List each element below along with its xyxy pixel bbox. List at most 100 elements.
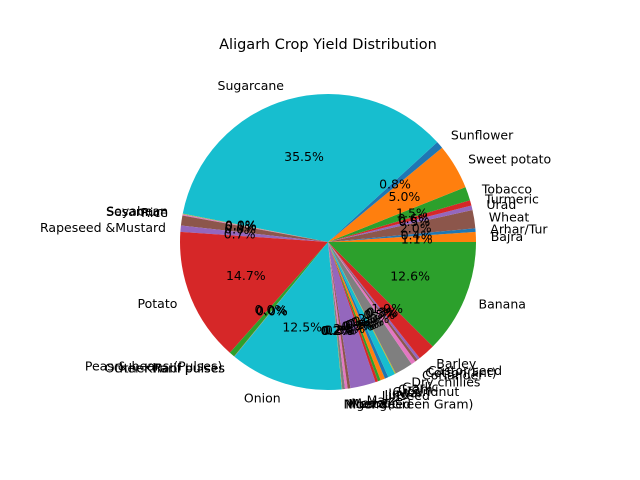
slice-label-rice: Rice <box>141 205 168 220</box>
pct-label-other-rabi-pulses: 0.0% <box>256 303 288 318</box>
pie-slice-jute <box>328 242 381 382</box>
pct-label-niger-seed: 0.2% <box>321 323 353 338</box>
slice-label-groundnut: Groundnut <box>393 384 460 399</box>
pie-slice-other-rabi-pulses <box>234 242 328 357</box>
slice-label-barley: Barley <box>436 356 477 371</box>
pct-label-dry-chillies: 2.0% <box>358 311 390 326</box>
pie-slice-masoor <box>328 242 351 389</box>
slice-label-sunflower: Sunflower <box>451 128 514 143</box>
pie-slice-mesta <box>328 242 348 390</box>
pct-label-sweet-potato: 5.0% <box>389 189 421 204</box>
slice-label-masoor: Masoor <box>351 396 397 411</box>
pie-slice-castor-seed <box>328 242 420 360</box>
slice-label-soyabean: Soyabean <box>106 204 168 219</box>
slice-label-rapeseed-mustard: Rapeseed &Mustard <box>40 220 166 235</box>
pie-slice-potato <box>180 231 328 353</box>
pct-label-arhar-tur: 0.4% <box>401 227 433 242</box>
pct-label-tobacco: 1.5% <box>396 206 428 221</box>
slice-label-peas-beans-pulses: Peas & beans (Pulses) <box>85 358 223 373</box>
pie-slice-bajra <box>328 231 476 242</box>
pct-label-linseed: 0.3% <box>341 318 373 333</box>
pct-label-jowar: 0.5% <box>345 317 377 332</box>
pct-label-garlic: 0.1% <box>353 314 385 329</box>
slice-label-cotton-lint: Cotton(lint) <box>425 365 496 380</box>
slice-label-jowar: Jowar <box>387 386 423 401</box>
pct-label-castor-seed: 0.3% <box>367 305 399 320</box>
slice-label-urad: Urad <box>486 197 516 212</box>
pie-slice-other-kharif-pulses <box>234 242 328 357</box>
slice-label-coriander: Coriander <box>422 367 484 382</box>
slice-label-mesta: Mesta <box>348 396 386 411</box>
slice-label-tobacco: Tobacco <box>481 181 532 196</box>
pie-slice-sesamum <box>182 214 328 242</box>
pct-label-maize: 2.8% <box>333 321 365 336</box>
pie-slice-sweet-potato <box>328 147 466 242</box>
pie-slice-sugarcane <box>182 93 438 242</box>
pie-slices <box>180 93 476 391</box>
pct-label-wheat: 2.0% <box>400 221 432 236</box>
slice-label-other-rabi-pulses: Other Rabi pulses <box>114 360 225 375</box>
pie-slice-groundnut <box>328 242 389 379</box>
slice-label-niger-seed: Niger seed <box>344 397 411 412</box>
pct-label-banana: 12.6% <box>390 268 430 283</box>
pct-label-unlabeled: 0.0% <box>224 222 256 237</box>
pie-slice-linseed <box>328 242 379 383</box>
slice-label-garlic: Garlic <box>402 379 438 394</box>
slice-label-linseed: Linseed <box>382 388 430 403</box>
slice-label-jute: Jute <box>384 387 410 402</box>
pie-slice-moong-green-gram <box>328 242 345 390</box>
pie-slice-barley <box>328 242 433 359</box>
pct-label-peas-beans-pulses: 0.0% <box>255 302 287 317</box>
slice-label-maize: Maize <box>367 393 403 408</box>
pct-label-moong-green-gram: 0.2% <box>322 323 354 338</box>
pct-label-rapeseed-mustard: 0.7% <box>224 227 256 242</box>
pie-slice-tobacco <box>328 187 470 242</box>
pct-label-urad: 0.5% <box>399 214 431 229</box>
slice-label-turmeric: Turmeric <box>484 192 539 207</box>
pie-slice-wheat <box>328 210 476 242</box>
pct-label-bajra: 1.1% <box>401 232 433 247</box>
pct-label-potato: 14.7% <box>226 268 266 283</box>
pct-label-other-kharif-pulses: 0.0% <box>256 303 288 318</box>
pct-label-sugarcane: 35.5% <box>284 149 324 164</box>
slice-label-sesamum: Sesamum <box>106 204 168 219</box>
pie-slice-cotton-lint <box>328 242 418 362</box>
pie-slice-rapeseed-mustard <box>180 225 328 242</box>
pct-label-rice: 0.1% <box>225 218 257 233</box>
slice-label-sugarcane: Sugarcane <box>218 78 285 93</box>
slice-label-castor-seed: Castor seed <box>428 363 502 378</box>
slice-label-moong-green-gram: Moong(Green Gram) <box>345 396 473 411</box>
slice-label-potato: Potato <box>138 296 178 311</box>
slice-label-bajra: Bajra <box>491 229 524 244</box>
pie-slice-urad <box>328 205 473 242</box>
pct-label-sunflower: 0.8% <box>379 176 411 191</box>
pie-slice-banana <box>328 242 476 347</box>
slice-label-banana: Banana <box>479 297 526 312</box>
slice-label-wheat: Wheat <box>489 209 530 224</box>
pct-label-groundnut: 0.4% <box>347 316 379 331</box>
slice-label-arhar-tur: Arhar/Tur <box>490 221 548 236</box>
pct-label-cotton-lint: 0.3% <box>365 306 397 321</box>
pie-slice-niger-seed <box>328 242 343 390</box>
pie-percent-labels: 1.1%0.4%2.0%0.5%0.6%1.5%5.0%0.8%35.5%0.0… <box>224 149 433 338</box>
pct-label-sesamum: 0.0% <box>225 218 257 233</box>
slice-label-sweet-potato: Sweet potato <box>468 152 551 167</box>
pct-label-coriander: 0.5% <box>363 307 395 322</box>
pie-slice-turmeric <box>328 200 472 242</box>
pie-slice-rice <box>182 214 328 242</box>
pct-label-mesta: 0.3% <box>323 323 355 338</box>
pie-slice-onion <box>234 242 342 391</box>
pie-slice-gram <box>328 242 395 378</box>
pie-slice-coriander <box>328 242 416 365</box>
slice-label-other-kharif-pulses: Other Kharif pulses <box>105 361 225 376</box>
pct-label-barley: 1.9% <box>371 301 403 316</box>
pct-label-onion: 12.5% <box>282 320 322 335</box>
pct-label-masoor: 0.3% <box>325 322 357 337</box>
chart-title: Aligarh Crop Yield Distribution <box>219 37 437 53</box>
pct-label-soyabean: 0.0% <box>225 218 257 233</box>
pct-label-jute: 0.3% <box>343 318 375 333</box>
pie-slice-maize <box>328 242 376 389</box>
pct-label-gram: 0.8% <box>350 315 382 330</box>
